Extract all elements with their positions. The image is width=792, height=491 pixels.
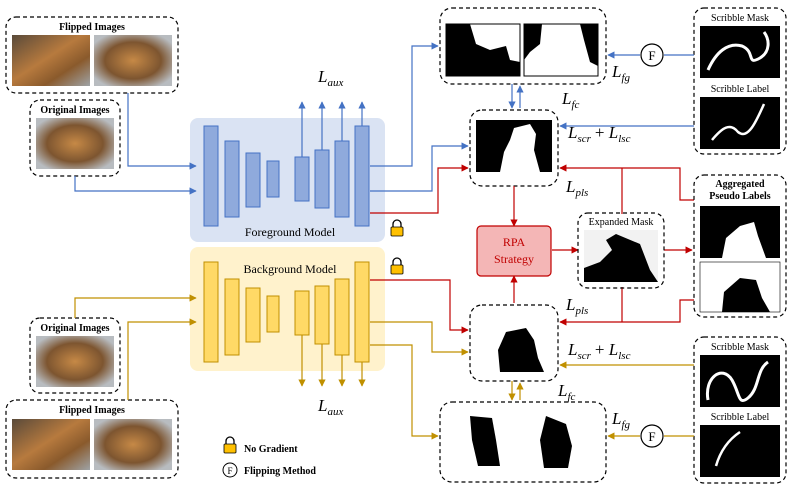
scribble-bottom-label-title: Scribble Label <box>711 412 770 423</box>
aux-loss-bottom: Laux <box>317 396 343 418</box>
aggregated-pseudo-labels: Aggregated Pseudo Labels <box>693 174 787 318</box>
rpa-strategy-box <box>476 225 552 277</box>
bg-encoder-block-1 <box>203 261 219 363</box>
pls-loss-bottom: Lpls <box>565 295 588 317</box>
aux-loss-top: Laux <box>317 67 343 89</box>
bg-input-arrows <box>74 294 197 400</box>
aggregated-line2: Pseudo Labels <box>709 191 771 202</box>
fc-loss-bottom: Lfc <box>557 381 576 403</box>
scribble-bottom-box <box>693 336 787 484</box>
top-original-images-title: Original Images <box>40 105 109 116</box>
rpa-line2: Strategy <box>494 252 534 266</box>
fg-decoder-block-4 <box>354 125 370 227</box>
fg-decoder-block-2 <box>314 149 330 209</box>
scribble-top-mask-image <box>700 26 780 78</box>
rpa-strategy: RPA Strategy <box>476 225 552 277</box>
fg-input-arrows <box>74 93 197 195</box>
pls-loss-top: Lpls <box>565 177 588 199</box>
fg-bottleneck-block <box>266 160 280 198</box>
fg-encoder-block-1 <box>203 125 219 227</box>
scribble-top-label-title: Scribble Label <box>711 84 770 95</box>
fg-flipped-output <box>439 7 607 85</box>
bg-decoder-block-4 <box>354 261 370 363</box>
flip-top-icon <box>640 43 664 67</box>
aggregated-line1: Aggregated <box>715 179 765 190</box>
fg-encoder-block-2 <box>224 140 240 218</box>
bottom-flipped-images-box <box>5 399 179 479</box>
bottom-original-image <box>36 336 114 387</box>
bg-encoder-block-2 <box>224 278 240 356</box>
flip-bottom: F <box>607 424 694 448</box>
scribble-top-label-image <box>700 97 780 149</box>
bg-decoder-block-3 <box>334 278 350 356</box>
flip-bottom-icon <box>640 424 664 448</box>
top-flipped-image-2 <box>94 35 172 86</box>
red-pseudo-label-arrows <box>370 164 694 334</box>
flip-bottom-symbol: F <box>648 429 655 444</box>
lock-icon <box>390 219 404 237</box>
bg-flipped-output <box>439 401 607 483</box>
top-flipped-images-box <box>5 16 179 94</box>
legend-flip-symbol: F <box>227 466 232 476</box>
fg-decoder-block-1 <box>294 156 310 202</box>
fg-decoder-block-3 <box>334 140 350 218</box>
scribble-bottom: Scribble Mask Scribble Label <box>693 336 787 484</box>
legend-flip-icon <box>222 462 238 478</box>
top-flipped-images-group: Flipped Images <box>5 16 179 94</box>
fg-loss-bottom: Lfg <box>611 409 631 431</box>
bg-output <box>469 304 559 382</box>
bottom-flipped-image-2 <box>94 419 172 470</box>
top-flipped-images-title: Flipped Images <box>59 22 125 33</box>
scribble-bottom-mask-title: Scribble Mask <box>711 342 769 353</box>
background-model-label: Background Model <box>244 262 338 276</box>
scribble-top: Scribble Mask Scribble Label <box>693 7 787 155</box>
bg-output-arrows <box>370 321 524 440</box>
bg-output-box <box>469 304 559 382</box>
bg-decoder-block-1 <box>294 290 310 336</box>
scribble-top-box <box>693 7 787 155</box>
scr-lsc-loss-bottom: Lscr + Llsc <box>567 340 631 362</box>
fg-output <box>469 109 559 187</box>
fg-flipped-output-box <box>439 7 607 85</box>
fg-loss-top: Lfg <box>611 62 631 84</box>
bottom-flipped-images-title: Flipped Images <box>59 405 125 416</box>
fg-aux-arrows <box>298 101 366 157</box>
scribble-top-mask-title: Scribble Mask <box>711 13 769 24</box>
bottom-flipped-images-group: Flipped Images <box>5 399 179 479</box>
legend-no-gradient: No Gradient <box>244 444 298 455</box>
bg-bottleneck-block <box>266 295 280 333</box>
expanded-mask-box <box>577 212 665 289</box>
aggregated-box <box>693 174 787 318</box>
flip-top-symbol: F <box>648 48 655 63</box>
top-original-image <box>36 118 114 169</box>
legend-flipping-method: Flipping Method <box>244 466 316 477</box>
bg-flipped-output-box <box>439 401 607 483</box>
bottom-original-images-title: Original Images <box>40 323 109 334</box>
foreground-model-label: Foreground Model <box>245 225 336 239</box>
bg-decoder-block-2 <box>314 285 330 345</box>
bg-aux-arrows <box>298 335 366 387</box>
fg-encoder-block-3 <box>245 152 261 208</box>
bottom-original-images-group: Original Images <box>29 317 121 394</box>
flip-top: F <box>607 43 694 67</box>
bg-encoder-block-3 <box>245 287 261 343</box>
foreground-model: Foreground Model <box>190 118 385 242</box>
scribble-bottom-label-image <box>700 425 780 477</box>
top-original-images-group: Original Images <box>29 99 121 177</box>
fg-output-arrows <box>370 42 524 192</box>
lock-icon <box>390 257 404 275</box>
bottom-flipped-image-1 <box>12 419 90 470</box>
scr-lsc-loss-top: Lscr + Llsc <box>567 123 631 145</box>
legend: No Gradient F Flipping Method <box>222 436 316 478</box>
expanded-mask: Expanded Mask <box>577 212 665 289</box>
top-flipped-image-1 <box>12 35 90 86</box>
expanded-mask-title: Expanded Mask <box>589 217 654 228</box>
background-model: Background Model <box>190 247 385 371</box>
fc-loss-top: Lfc <box>561 89 580 111</box>
legend-lock-icon <box>223 436 237 454</box>
rpa-line1: RPA <box>503 235 526 249</box>
